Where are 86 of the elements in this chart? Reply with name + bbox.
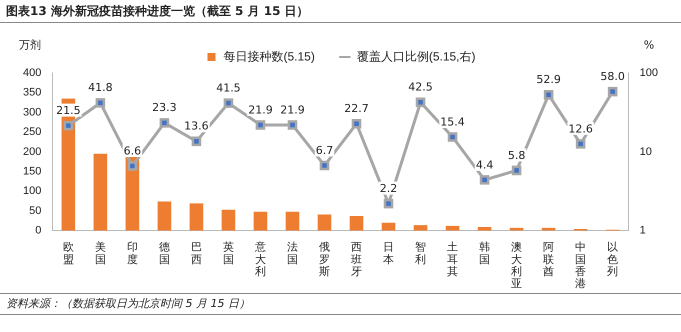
x-tick-label: 欧盟 <box>62 242 74 266</box>
bar <box>158 201 172 231</box>
data-label: 12.6 <box>568 122 593 136</box>
x-tick-label: 中国香港 <box>575 240 586 290</box>
bar <box>286 212 300 231</box>
x-tick-label: 法国 <box>286 240 298 266</box>
x-tick-label: 西班牙 <box>351 242 362 278</box>
bar <box>478 227 492 231</box>
data-label: 42.5 <box>408 80 433 94</box>
text: 资料来源：（数据获取日为北京时间 5 月 15 日） <box>0 293 681 315</box>
legend-label: 每日接种数(5.15) <box>223 49 315 64</box>
x-tick-label: 印度 <box>126 240 138 266</box>
x-tick-label: 俄罗斯 <box>318 242 330 278</box>
y-tick-label: 200 <box>22 146 42 158</box>
x-tick-label: 美国 <box>94 240 106 266</box>
x-tick-label: 韩国 <box>479 240 490 266</box>
bar <box>318 214 332 231</box>
x-tick-label: 日本 <box>383 242 394 266</box>
x-tick-label: 意大利 <box>254 240 266 278</box>
point <box>96 98 106 108</box>
y2-tick-label: 1 <box>640 224 646 237</box>
x-tick-label: 巴西 <box>190 242 202 266</box>
y-tick-label: 50 <box>29 204 42 217</box>
data-label: 21.9 <box>248 103 273 116</box>
data-label: 52.9 <box>536 73 561 86</box>
point <box>544 90 554 100</box>
point <box>448 132 458 142</box>
y-tick-label: 350 <box>22 86 42 99</box>
bar <box>94 154 108 231</box>
x-tick-label: 以色列 <box>607 240 618 278</box>
y-tick-label: 0 <box>35 224 42 237</box>
point <box>224 98 234 108</box>
y2-axis-title: % <box>644 38 654 52</box>
data-label: 21.9 <box>280 103 305 116</box>
point <box>320 160 330 170</box>
bar <box>382 222 396 231</box>
point <box>256 120 266 130</box>
x-tick-label: 英国 <box>222 240 234 266</box>
y-tick-label: 250 <box>22 126 42 138</box>
bar <box>414 225 428 231</box>
point <box>608 86 618 96</box>
data-label: 15.4 <box>440 115 465 128</box>
data-label: 41.5 <box>216 81 241 94</box>
data-label: 58.0 <box>600 70 625 83</box>
bar <box>254 212 268 231</box>
point <box>352 118 362 129</box>
y2-tick-label: 100 <box>640 67 658 80</box>
y2-tick-label: 10 <box>640 146 652 158</box>
point <box>384 198 394 208</box>
point <box>192 136 202 146</box>
x-tick-label: 阿联酋 <box>543 242 554 278</box>
bar <box>446 226 460 231</box>
data-label: 13.6 <box>184 120 209 133</box>
bar <box>190 203 204 231</box>
x-tick-label: 德国 <box>158 242 170 266</box>
bar <box>222 210 236 231</box>
point <box>512 166 522 176</box>
point <box>288 120 298 130</box>
bar <box>510 228 524 231</box>
x-tick-label: 土耳其 <box>447 240 458 278</box>
data-label: 41.8 <box>88 81 113 94</box>
data-label: 22.7 <box>344 102 369 116</box>
point <box>128 161 138 171</box>
data-label: 6.7 <box>316 144 334 157</box>
y-tick-label: 400 <box>22 67 42 80</box>
data-label: 4.4 <box>476 158 494 172</box>
chart-title: 图表13 海外新冠疫苗接种进度一览（截至 5 月 15 日） <box>0 0 681 23</box>
point <box>160 118 170 128</box>
point <box>576 139 586 149</box>
x-tick-label: 澳大利亚 <box>511 242 522 290</box>
bar <box>542 228 556 231</box>
data-label: 2.2 <box>380 182 398 195</box>
legend-label: 覆盖人口比例(5.15,右) <box>356 49 476 64</box>
data-label: 5.8 <box>508 148 526 162</box>
point <box>64 120 74 130</box>
x-tick-label: 智利 <box>415 242 426 266</box>
data-label: 6.6 <box>124 144 142 158</box>
data-label: 23.3 <box>152 101 177 114</box>
y-tick-label: 300 <box>22 106 42 118</box>
y-tick-label: 100 <box>22 185 42 198</box>
bar <box>350 216 364 231</box>
y-axis-title: 万剂 <box>19 38 41 52</box>
point <box>416 98 426 108</box>
data-label: 21.5 <box>56 104 81 117</box>
point <box>480 175 490 185</box>
y-tick-label: 150 <box>22 166 42 178</box>
